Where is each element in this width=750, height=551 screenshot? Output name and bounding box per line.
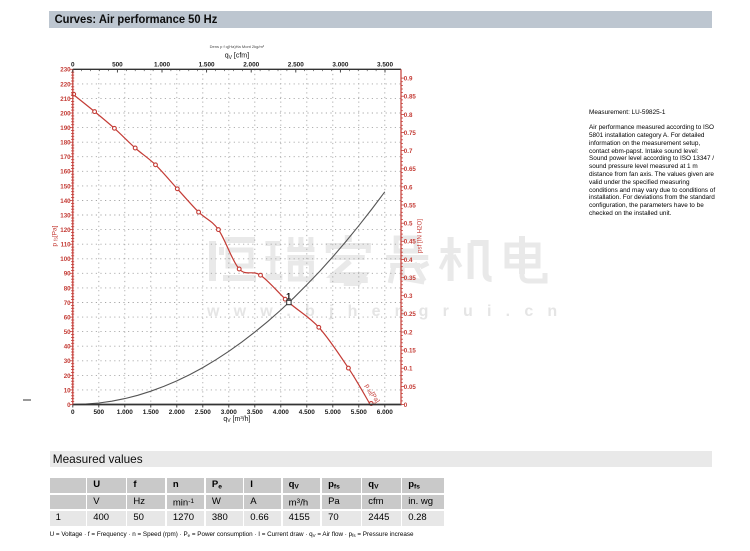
svg-text:0: 0 — [71, 409, 75, 416]
svg-text:190: 190 — [60, 125, 71, 132]
svg-text:70: 70 — [64, 300, 71, 307]
svg-text:0.6: 0.6 — [404, 184, 413, 191]
svg-text:qV [cfm]: qV [cfm] — [225, 53, 249, 61]
svg-text:0: 0 — [67, 402, 71, 409]
svg-text:500: 500 — [112, 61, 123, 68]
svg-text:50: 50 — [64, 329, 71, 336]
svg-text:p fs[Pa]: p fs[Pa] — [52, 225, 60, 246]
svg-text:100: 100 — [60, 256, 71, 263]
svg-text:0.5: 0.5 — [404, 221, 413, 228]
svg-text:90: 90 — [64, 271, 71, 278]
svg-text:170: 170 — [60, 154, 71, 161]
svg-text:1.000: 1.000 — [117, 409, 133, 416]
svg-text:0.05: 0.05 — [404, 384, 417, 391]
svg-text:2.500: 2.500 — [288, 61, 304, 68]
svg-text:0.2: 0.2 — [404, 329, 413, 336]
svg-text:1.000: 1.000 — [154, 61, 170, 68]
svg-text:0.45: 0.45 — [404, 239, 417, 246]
svg-text:3.000: 3.000 — [221, 409, 237, 416]
svg-text:0.55: 0.55 — [404, 202, 417, 209]
svg-text:0.15: 0.15 — [404, 348, 417, 355]
svg-text:0.7: 0.7 — [404, 148, 413, 155]
svg-text:500: 500 — [93, 409, 104, 416]
svg-text:130: 130 — [60, 212, 71, 219]
svg-text:30: 30 — [64, 358, 71, 365]
svg-text:1.500: 1.500 — [143, 409, 159, 416]
svg-text:10: 10 — [64, 387, 71, 394]
svg-text:5.000: 5.000 — [325, 409, 341, 416]
svg-text:40: 40 — [64, 344, 71, 351]
svg-text:0.4: 0.4 — [404, 257, 413, 264]
svg-text:20: 20 — [64, 373, 71, 380]
svg-text:3.500: 3.500 — [377, 61, 393, 68]
svg-text:210: 210 — [60, 96, 71, 103]
svg-text:qV [m³/h]: qV [m³/h] — [223, 416, 250, 424]
svg-text:2.000: 2.000 — [169, 409, 185, 416]
svg-text:180: 180 — [60, 140, 71, 147]
svg-text:0: 0 — [404, 402, 408, 409]
svg-text:0.65: 0.65 — [404, 166, 417, 173]
svg-text:0.9: 0.9 — [404, 76, 413, 83]
svg-text:80: 80 — [64, 285, 71, 292]
svg-text:Dens p f q(Ha)Ha Mont 2kg/m³: Dens p f q(Ha)Ha Mont 2kg/m³ — [210, 44, 265, 49]
svg-text:3.500: 3.500 — [247, 409, 263, 416]
svg-text:0.75: 0.75 — [404, 130, 417, 137]
svg-text:1.500: 1.500 — [199, 61, 215, 68]
svg-text:220: 220 — [60, 81, 71, 88]
svg-text:6.000: 6.000 — [377, 409, 393, 416]
svg-text:120: 120 — [60, 227, 71, 234]
svg-text:140: 140 — [60, 198, 71, 205]
svg-text:60: 60 — [64, 315, 71, 322]
svg-text:www.bjhengrui.cn: www.bjhengrui.cn — [206, 303, 571, 320]
svg-text:110: 110 — [61, 242, 72, 249]
svg-text:160: 160 — [60, 169, 71, 176]
svg-text:psf [IN H2O]: psf [IN H2O] — [416, 219, 423, 253]
svg-text:1: 1 — [286, 291, 291, 301]
svg-text:5.500: 5.500 — [351, 409, 367, 416]
svg-text:150: 150 — [60, 183, 71, 190]
svg-text:0.35: 0.35 — [404, 275, 417, 282]
svg-text:4.000: 4.000 — [273, 409, 289, 416]
svg-text:3.000: 3.000 — [332, 61, 348, 68]
svg-text:0.1: 0.1 — [404, 366, 413, 373]
svg-text:0.8: 0.8 — [404, 112, 413, 119]
svg-text:2.500: 2.500 — [195, 409, 211, 416]
svg-text:200: 200 — [60, 110, 71, 117]
svg-text:230: 230 — [60, 67, 71, 74]
svg-text:2.000: 2.000 — [243, 61, 259, 68]
svg-text:0.25: 0.25 — [404, 311, 417, 318]
svg-text:0.85: 0.85 — [404, 94, 417, 101]
svg-text:4.500: 4.500 — [299, 409, 315, 416]
svg-text:0: 0 — [71, 61, 75, 68]
svg-text:0.3: 0.3 — [404, 293, 413, 300]
